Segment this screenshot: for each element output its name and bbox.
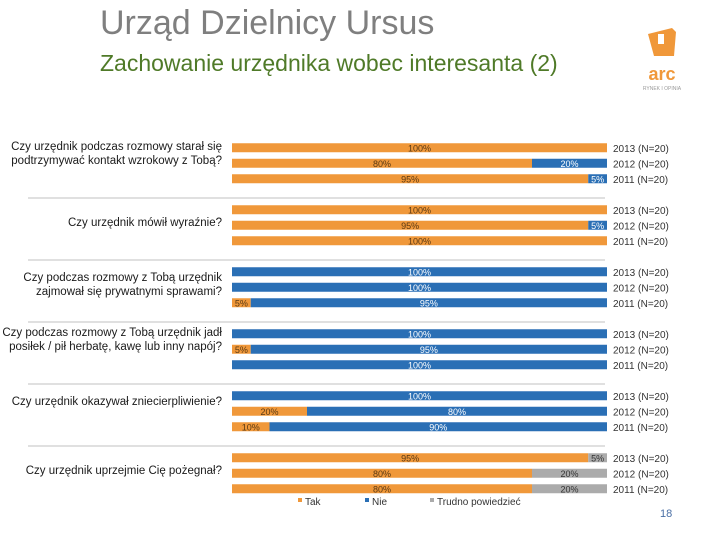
data-label: 95% <box>420 298 438 308</box>
bar-nie <box>307 406 607 416</box>
data-label: 100% <box>408 267 431 277</box>
page-number: 18 <box>660 508 673 520</box>
bar-nie <box>232 267 607 277</box>
bar-nie <box>588 174 607 184</box>
data-label: 95% <box>401 221 419 231</box>
data-label: 95% <box>401 453 419 463</box>
year-label: 2012 (N=20) <box>613 159 669 170</box>
bar-tak <box>232 158 532 168</box>
year-label: 2012 (N=20) <box>613 283 669 294</box>
year-label: 2012 (N=20) <box>613 221 669 232</box>
logo-wordmark: arc <box>648 64 675 84</box>
data-label: 5% <box>591 221 604 231</box>
bar-tak <box>232 174 589 184</box>
bar-tak <box>232 143 607 153</box>
data-label: 20% <box>560 484 578 494</box>
data-label: 80% <box>373 484 391 494</box>
data-label: 80% <box>373 159 391 169</box>
data-label: 90% <box>429 422 447 432</box>
data-label: 80% <box>373 469 391 479</box>
bar-nie <box>232 329 607 339</box>
logo-tagline: RYNEK I OPINIA <box>643 86 682 92</box>
legend-label-nie: Nie <box>372 497 387 508</box>
bar-tak <box>232 298 251 308</box>
bar-nie <box>232 360 607 370</box>
year-label: 2013 (N=20) <box>613 392 669 403</box>
bar-nie <box>232 282 607 292</box>
bar-nie <box>250 344 607 354</box>
data-label: 100% <box>408 236 431 246</box>
year-label: 2012 (N=20) <box>613 469 669 480</box>
question-label: Czy urzędnik mówił wyraźnie? <box>67 217 222 230</box>
data-label: 5% <box>235 345 248 355</box>
legend-swatch-tak <box>298 498 302 502</box>
data-label: 100% <box>408 329 431 339</box>
year-label: 2011 (N=20) <box>613 485 668 496</box>
data-label: 20% <box>260 407 278 417</box>
bar-trudno <box>532 468 607 478</box>
year-label: 2013 (N=20) <box>613 144 669 155</box>
bar-nie <box>588 220 607 230</box>
arc-logo: arc RYNEK I OPINIA <box>643 28 682 92</box>
legend-label-trudno: Trudno powiedzieć <box>437 497 521 508</box>
bar-nie <box>232 391 607 401</box>
legend-label-tak: Tak <box>305 497 322 508</box>
year-label: 2011 (N=20) <box>613 237 668 248</box>
data-label: 100% <box>408 143 431 153</box>
legend-swatch-nie <box>365 498 369 502</box>
data-label: 20% <box>560 469 578 479</box>
year-label: 2012 (N=20) <box>613 407 669 418</box>
year-label: 2013 (N=20) <box>613 268 669 279</box>
bar-tak <box>232 205 607 215</box>
bar-trudno <box>588 453 607 463</box>
chart-subtitle: Zachowanie urzędnika wobec interesanta (… <box>100 50 558 76</box>
data-label: 5% <box>591 453 604 463</box>
legend-swatch-trudno <box>430 498 434 502</box>
bar-nie <box>250 298 607 308</box>
question-label: Czy podczas rozmowy z Tobą urzędnik jadł… <box>2 327 222 354</box>
data-label: 100% <box>408 205 431 215</box>
bar-tak <box>232 484 532 494</box>
bar-tak <box>232 422 270 432</box>
year-label: 2013 (N=20) <box>613 206 669 217</box>
year-label: 2011 (N=20) <box>613 175 668 186</box>
data-label: 95% <box>420 345 438 355</box>
data-label: 80% <box>448 407 466 417</box>
data-label: 20% <box>560 159 578 169</box>
data-label: 100% <box>408 360 431 370</box>
data-label: 5% <box>235 298 248 308</box>
bar-tak <box>232 453 589 463</box>
data-label: 100% <box>408 283 431 293</box>
data-label: 5% <box>591 174 604 184</box>
data-label: 95% <box>401 174 419 184</box>
bar-tak <box>232 468 532 478</box>
question-label: Czy podczas rozmowy z Tobą urzędnik zajm… <box>23 272 222 299</box>
data-label: 100% <box>408 391 431 401</box>
page-title: Urząd Dzielnicy Ursus <box>100 4 435 42</box>
bar-tak <box>232 236 607 246</box>
year-label: 2013 (N=20) <box>613 330 669 341</box>
bar-trudno <box>532 484 607 494</box>
bar-tak <box>232 344 251 354</box>
year-label: 2011 (N=20) <box>613 361 668 372</box>
year-label: 2012 (N=20) <box>613 345 669 356</box>
question-label: Czy urzędnik okazywał zniecierpliwienie? <box>11 396 222 409</box>
question-label: Czy urzędnik uprzejmie Cię pożegnał? <box>25 465 222 478</box>
bar-nie <box>269 422 607 432</box>
bar-nie <box>532 158 607 168</box>
year-label: 2011 (N=20) <box>613 423 668 434</box>
data-label: 10% <box>242 422 260 432</box>
question-label: Czy urzędnik podczas rozmowy starał się … <box>11 141 222 168</box>
bar-tak <box>232 220 589 230</box>
bar-tak <box>232 406 307 416</box>
year-label: 2011 (N=20) <box>613 299 668 310</box>
year-label: 2013 (N=20) <box>613 454 669 465</box>
